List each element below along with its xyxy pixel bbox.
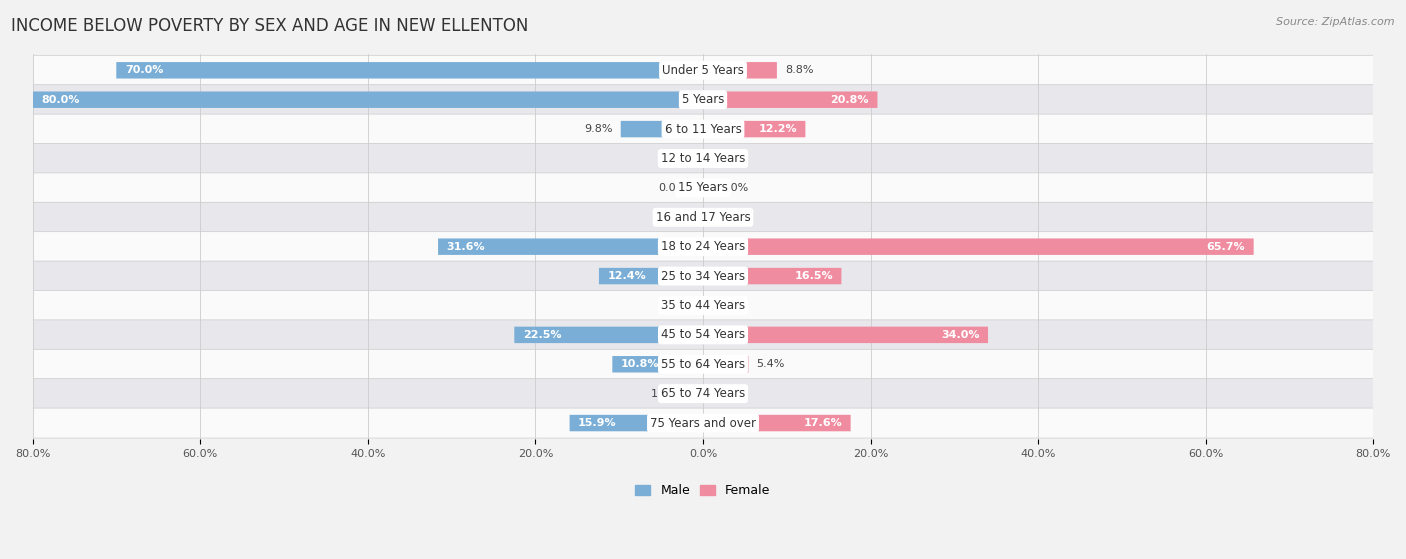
Text: 16 and 17 Years: 16 and 17 Years	[655, 211, 751, 224]
FancyBboxPatch shape	[703, 415, 851, 432]
Text: 31.6%: 31.6%	[447, 241, 485, 252]
FancyBboxPatch shape	[620, 121, 703, 138]
Text: 16.5%: 16.5%	[794, 271, 832, 281]
FancyBboxPatch shape	[32, 114, 1374, 144]
FancyBboxPatch shape	[703, 326, 988, 343]
FancyBboxPatch shape	[703, 121, 806, 138]
FancyBboxPatch shape	[32, 320, 1374, 350]
Text: 0.0%: 0.0%	[720, 183, 748, 193]
FancyBboxPatch shape	[32, 92, 703, 108]
Text: 0.0%: 0.0%	[658, 183, 686, 193]
Text: 12.2%: 12.2%	[758, 124, 797, 134]
Text: 15 Years: 15 Years	[678, 181, 728, 195]
FancyBboxPatch shape	[32, 231, 1374, 262]
Text: 55 to 64 Years: 55 to 64 Years	[661, 358, 745, 371]
FancyBboxPatch shape	[32, 349, 1374, 379]
Text: 18 to 24 Years: 18 to 24 Years	[661, 240, 745, 253]
FancyBboxPatch shape	[32, 144, 1374, 173]
FancyBboxPatch shape	[703, 239, 1254, 255]
Text: 17.6%: 17.6%	[803, 418, 842, 428]
Text: 25 to 34 Years: 25 to 34 Years	[661, 269, 745, 283]
Legend: Male, Female: Male, Female	[630, 479, 776, 503]
Text: 35 to 44 Years: 35 to 44 Years	[661, 299, 745, 312]
FancyBboxPatch shape	[117, 62, 703, 78]
Text: 9.8%: 9.8%	[583, 124, 613, 134]
Text: 20.8%: 20.8%	[831, 94, 869, 105]
FancyBboxPatch shape	[32, 173, 1374, 203]
Text: 80.0%: 80.0%	[41, 94, 80, 105]
Text: Under 5 Years: Under 5 Years	[662, 64, 744, 77]
FancyBboxPatch shape	[32, 55, 1374, 86]
Text: 34.0%: 34.0%	[941, 330, 980, 340]
FancyBboxPatch shape	[32, 291, 1374, 320]
Text: 65 to 74 Years: 65 to 74 Years	[661, 387, 745, 400]
Text: 0.0%: 0.0%	[720, 301, 748, 310]
FancyBboxPatch shape	[703, 268, 841, 285]
Text: 10.8%: 10.8%	[621, 359, 659, 369]
Text: 5.4%: 5.4%	[756, 359, 785, 369]
Text: 5 Years: 5 Years	[682, 93, 724, 106]
FancyBboxPatch shape	[599, 268, 703, 285]
Text: 70.0%: 70.0%	[125, 65, 163, 75]
FancyBboxPatch shape	[32, 85, 1374, 115]
FancyBboxPatch shape	[569, 415, 703, 432]
FancyBboxPatch shape	[703, 356, 748, 372]
Text: 22.5%: 22.5%	[523, 330, 561, 340]
FancyBboxPatch shape	[32, 378, 1374, 409]
Text: 12.4%: 12.4%	[607, 271, 647, 281]
Text: 0.0%: 0.0%	[658, 154, 686, 163]
FancyBboxPatch shape	[688, 386, 703, 402]
Text: 0.0%: 0.0%	[658, 301, 686, 310]
Text: INCOME BELOW POVERTY BY SEX AND AGE IN NEW ELLENTON: INCOME BELOW POVERTY BY SEX AND AGE IN N…	[11, 17, 529, 35]
Text: 6 to 11 Years: 6 to 11 Years	[665, 122, 741, 136]
FancyBboxPatch shape	[703, 92, 877, 108]
FancyBboxPatch shape	[32, 408, 1374, 438]
Text: Source: ZipAtlas.com: Source: ZipAtlas.com	[1277, 17, 1395, 27]
FancyBboxPatch shape	[515, 326, 703, 343]
Text: 12 to 14 Years: 12 to 14 Years	[661, 152, 745, 165]
Text: 15.9%: 15.9%	[578, 418, 617, 428]
FancyBboxPatch shape	[32, 202, 1374, 233]
Text: 0.0%: 0.0%	[720, 154, 748, 163]
Text: 0.0%: 0.0%	[720, 212, 748, 222]
Text: 45 to 54 Years: 45 to 54 Years	[661, 328, 745, 342]
Text: 1.8%: 1.8%	[651, 389, 679, 399]
Text: 75 Years and over: 75 Years and over	[650, 416, 756, 429]
Text: 0.0%: 0.0%	[720, 389, 748, 399]
FancyBboxPatch shape	[439, 239, 703, 255]
Text: 0.0%: 0.0%	[658, 212, 686, 222]
Text: 8.8%: 8.8%	[785, 65, 814, 75]
Text: 65.7%: 65.7%	[1206, 241, 1246, 252]
FancyBboxPatch shape	[613, 356, 703, 372]
FancyBboxPatch shape	[32, 261, 1374, 291]
FancyBboxPatch shape	[703, 62, 778, 78]
